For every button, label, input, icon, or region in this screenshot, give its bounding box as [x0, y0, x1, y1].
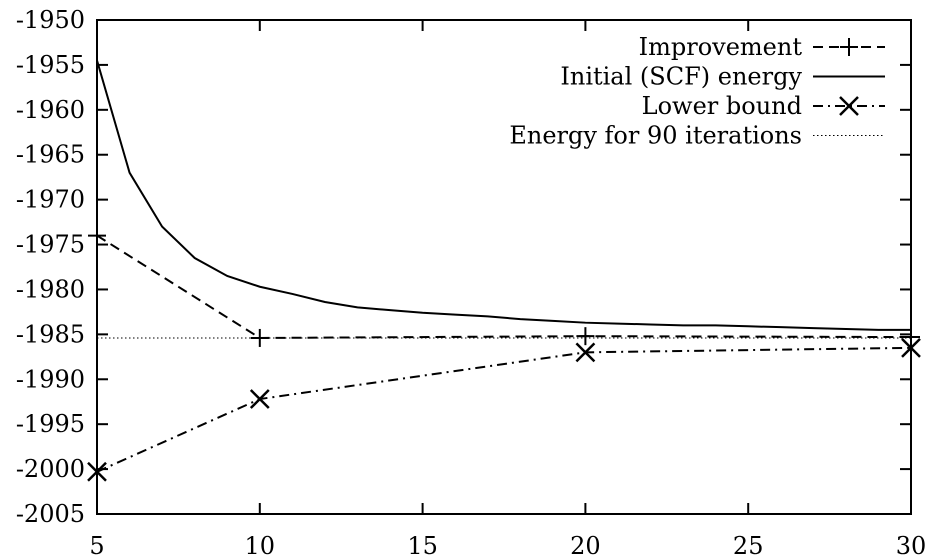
- axis-ticks: -1950 -1955 -1960 -1965 -1970 -1975 -1980 -1985…: [16, 6, 926, 558]
- legend-label: Lower bound: [642, 92, 802, 120]
- series-line-initial-scf-energy: [96, 60, 911, 331]
- y-tick-label: -1950: [16, 6, 85, 34]
- x-tick-label: 5: [89, 532, 104, 558]
- series-lower-bound: [87, 337, 921, 482]
- y-tick-label: -1960: [16, 96, 85, 124]
- y-tick-label: -2000: [16, 455, 85, 483]
- x-tick-label: 30: [896, 532, 927, 558]
- legend-label: Improvement: [639, 33, 803, 61]
- legend-cross-marker-b: [839, 96, 859, 116]
- x-tick-label: 15: [407, 532, 438, 558]
- series-initial-scf-energy: [96, 60, 911, 331]
- series-line-improvement: [96, 234, 912, 339]
- y-tick-label: -1955: [16, 51, 85, 79]
- y-tick-label: -1980: [16, 275, 85, 303]
- x-tick-label: 10: [245, 532, 276, 558]
- y-tick-label: -1970: [16, 186, 85, 214]
- series-line-lower-bound: [96, 346, 912, 473]
- x-tick-label: 20: [570, 532, 601, 558]
- data-point-cross-marker-b: [575, 342, 596, 363]
- plot-frame: [96, 19, 912, 515]
- data-point-cross-marker-b: [249, 389, 270, 409]
- y-tick-label: -2005: [16, 500, 85, 528]
- x-tick-label: 25: [733, 532, 764, 558]
- data-point-cross-marker-b: [87, 461, 107, 482]
- series-improvement: [88, 226, 920, 347]
- series-layer: [87, 60, 921, 482]
- y-tick-label: -1985: [16, 320, 85, 348]
- y-tick-label: -1990: [16, 365, 85, 393]
- y-tick-label: -1975: [16, 231, 85, 259]
- y-tick-label: -1965: [16, 141, 85, 169]
- legend-label: Energy for 90 iterations: [509, 122, 802, 150]
- legend-label: Initial (SCF) energy: [560, 63, 802, 91]
- data-point-cross-marker-b: [901, 337, 921, 358]
- y-tick-label: -1995: [16, 410, 85, 438]
